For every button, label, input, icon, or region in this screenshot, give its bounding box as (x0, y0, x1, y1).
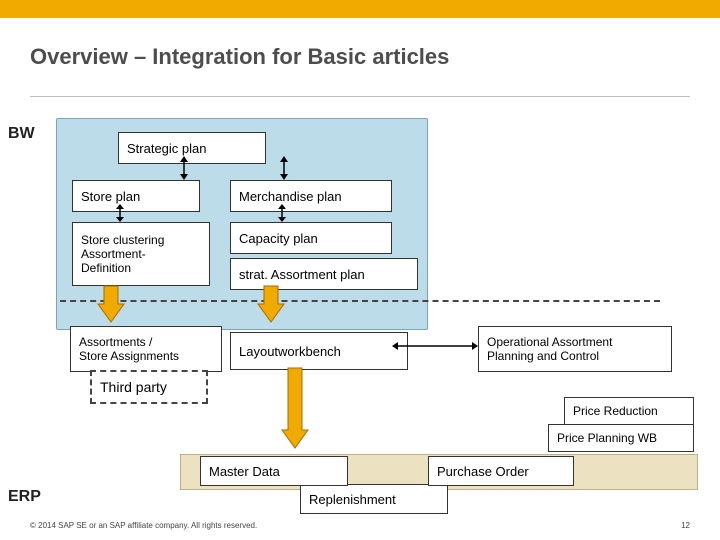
box-label: Store clustering Assortment- Definition (81, 233, 164, 275)
thin-arrow-strategic-right (278, 156, 290, 180)
box-operational-assortment: Operational Assortment Planning and Cont… (478, 326, 672, 372)
box-label: Store plan (81, 189, 140, 204)
thin-arrow-strategic-left (178, 156, 190, 180)
box-assortments-store-assignments: Assortments / Store Assignments (70, 326, 222, 372)
box-replenishment: Replenishment (300, 484, 448, 514)
copyright: © 2014 SAP SE or an SAP affiliate compan… (30, 521, 257, 530)
box-strategic-plan: Strategic plan (118, 132, 266, 164)
bw-erp-divider (60, 300, 660, 302)
footer: © 2014 SAP SE or an SAP affiliate compan… (30, 521, 690, 530)
big-arrow-3 (280, 366, 310, 450)
box-label: Replenishment (309, 492, 396, 507)
box-label: Third party (100, 379, 167, 395)
box-label: Capacity plan (239, 231, 318, 246)
box-merchandise-plan: Merchandise plan (230, 180, 392, 212)
box-store-plan: Store plan (72, 180, 200, 212)
box-label: Operational Assortment Planning and Cont… (487, 335, 612, 363)
box-label: Price Reduction (573, 404, 658, 418)
top-orange-band (0, 0, 720, 18)
box-label: Purchase Order (437, 464, 529, 479)
box-label: Price Planning WB (557, 431, 657, 445)
bw-label: BW (8, 125, 35, 143)
box-master-data: Master Data (200, 456, 348, 486)
box-label: strat. Assortment plan (239, 267, 365, 282)
box-capacity-plan: Capacity plan (230, 222, 392, 254)
page-number: 12 (681, 521, 690, 530)
box-store-clustering: Store clustering Assortment- Definition (72, 222, 210, 286)
box-label: Layoutworkbench (239, 344, 341, 359)
box-third-party: Third party (90, 370, 208, 404)
title-underline (30, 96, 690, 97)
box-label: Master Data (209, 464, 280, 479)
thin-arrow-store-plan (114, 204, 126, 222)
box-label: Assortments / Store Assignments (79, 335, 179, 363)
box-price-planning-wb: Price Planning WB (548, 424, 694, 452)
box-label: Strategic plan (127, 141, 207, 156)
thin-arrow-layout-op (392, 340, 478, 352)
box-layoutworkbench: Layoutworkbench (230, 332, 408, 370)
big-arrow-1 (96, 284, 126, 324)
box-price-reduction: Price Reduction (564, 397, 694, 425)
page-title: Overview – Integration for Basic article… (30, 44, 449, 70)
erp-label: ERP (8, 488, 41, 506)
big-arrow-2 (256, 284, 286, 324)
thin-arrow-merch-plan (276, 204, 288, 222)
box-purchase-order: Purchase Order (428, 456, 574, 486)
box-label: Merchandise plan (239, 189, 342, 204)
